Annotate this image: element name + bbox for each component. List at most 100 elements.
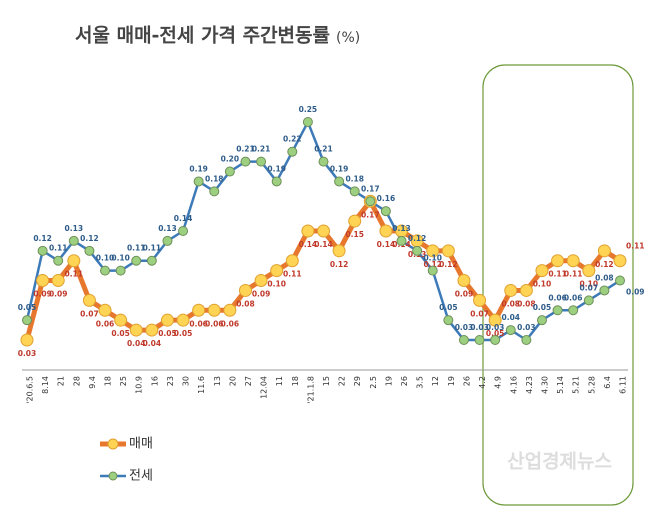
x-tick-label: 4.30 [540,376,549,394]
marker [114,313,128,327]
data-label: 0.19 [267,164,286,173]
x-tick-label: 18 [104,376,113,386]
x-tick-label: 18 [291,376,300,386]
marker [287,146,298,157]
x-tick-label: 5.21 [572,376,581,394]
data-label: 0.14 [174,214,193,223]
marker [37,245,48,256]
data-label: 0.07 [80,309,99,318]
marker [209,186,220,197]
data-label: 0.21 [314,145,333,154]
data-label: 0.13 [392,224,411,233]
marker [488,313,502,327]
data-label: 0.05 [533,303,552,312]
marker [240,156,251,167]
marker [160,313,174,327]
data-label: 0.09 [626,288,645,297]
data-label: 0.06 [564,293,583,302]
data-label: 0.06 [221,319,240,328]
data-label: 0.10 [96,254,115,263]
data-label: 0.17 [361,184,380,193]
marker [68,235,79,246]
x-tick-label: 16 [150,376,159,386]
data-label: 0.18 [345,174,364,183]
highlight-box [482,64,634,506]
marker [192,303,206,317]
data-label: 0.08 [502,299,521,308]
marker [334,176,345,187]
data-label: 0.14 [299,240,318,249]
data-label: 0.14 [314,240,333,249]
x-tick-label: '21.1.8 [306,376,315,404]
marker [349,186,360,197]
data-label: 0.03 [470,323,489,332]
marker [443,315,454,326]
x-tick-label: 19 [384,376,393,386]
x-tick-label: 9.4 [88,376,97,389]
marker [521,335,532,345]
data-label: 0.12 [33,234,52,243]
marker [365,196,376,207]
x-tick-label: 15 [322,376,331,386]
data-label: 0.11 [49,244,68,253]
data-label: 0.19 [330,164,349,173]
marker [332,244,346,258]
data-label: 0.15 [345,230,364,239]
x-tick-label: 4.9 [494,376,503,389]
data-label: 0.06 [96,319,115,328]
marker [162,235,173,246]
data-label: 0.13 [65,224,84,233]
x-tick-label: 30 [182,376,191,386]
data-label: 0.10 [580,280,599,289]
legend-label: 매매 [129,437,153,452]
marker [176,313,190,327]
data-label: 0.12 [408,234,427,243]
data-label: 0.12 [595,260,614,269]
x-tick-label: 5.14 [556,376,565,394]
marker [519,283,533,297]
data-label: 0.11 [548,270,567,279]
marker [379,224,393,238]
data-label: 0.06 [548,293,567,302]
data-label: 0.09 [49,290,68,299]
data-label: 0.11 [127,244,146,253]
x-tick-label: 26 [462,376,471,386]
marker [84,245,95,256]
data-label: 0.22 [283,135,302,144]
marker [318,156,329,167]
x-tick-label: 26 [400,376,409,386]
x-tick-label: 12 [431,376,440,386]
data-label: 0.10 [267,280,286,289]
x-tick-label: 11 [275,376,284,386]
marker [223,303,237,317]
data-label: 0.07 [580,283,599,292]
x-tick-label: 20 [228,376,237,386]
x-tick-label: 4.2 [478,376,487,389]
data-label: 0.05 [439,303,458,312]
x-tick-label: 29 [353,376,362,386]
data-label: 0.12 [423,260,442,269]
marker [193,176,204,187]
data-label: 0.08 [517,299,536,308]
data-label: 0.12 [330,260,349,269]
marker [551,254,565,268]
data-label: 0.14 [377,240,396,249]
data-label: 0.07 [470,309,489,318]
data-label: 0.05 [18,303,37,312]
marker [441,244,455,258]
marker [426,244,440,258]
data-label: 0.06 [189,319,208,328]
marker [145,323,159,337]
marker [568,305,579,316]
data-label: 0.11 [283,270,302,279]
marker [599,285,610,296]
data-label: 0.19 [189,164,208,173]
x-tick-label: 21 [57,376,66,386]
data-label: 0.03 [517,323,536,332]
marker [285,254,299,268]
data-label: 0.08 [236,299,255,308]
data-label: 0.11 [143,244,162,253]
marker [207,303,221,317]
data-label: 0.10 [533,280,552,289]
